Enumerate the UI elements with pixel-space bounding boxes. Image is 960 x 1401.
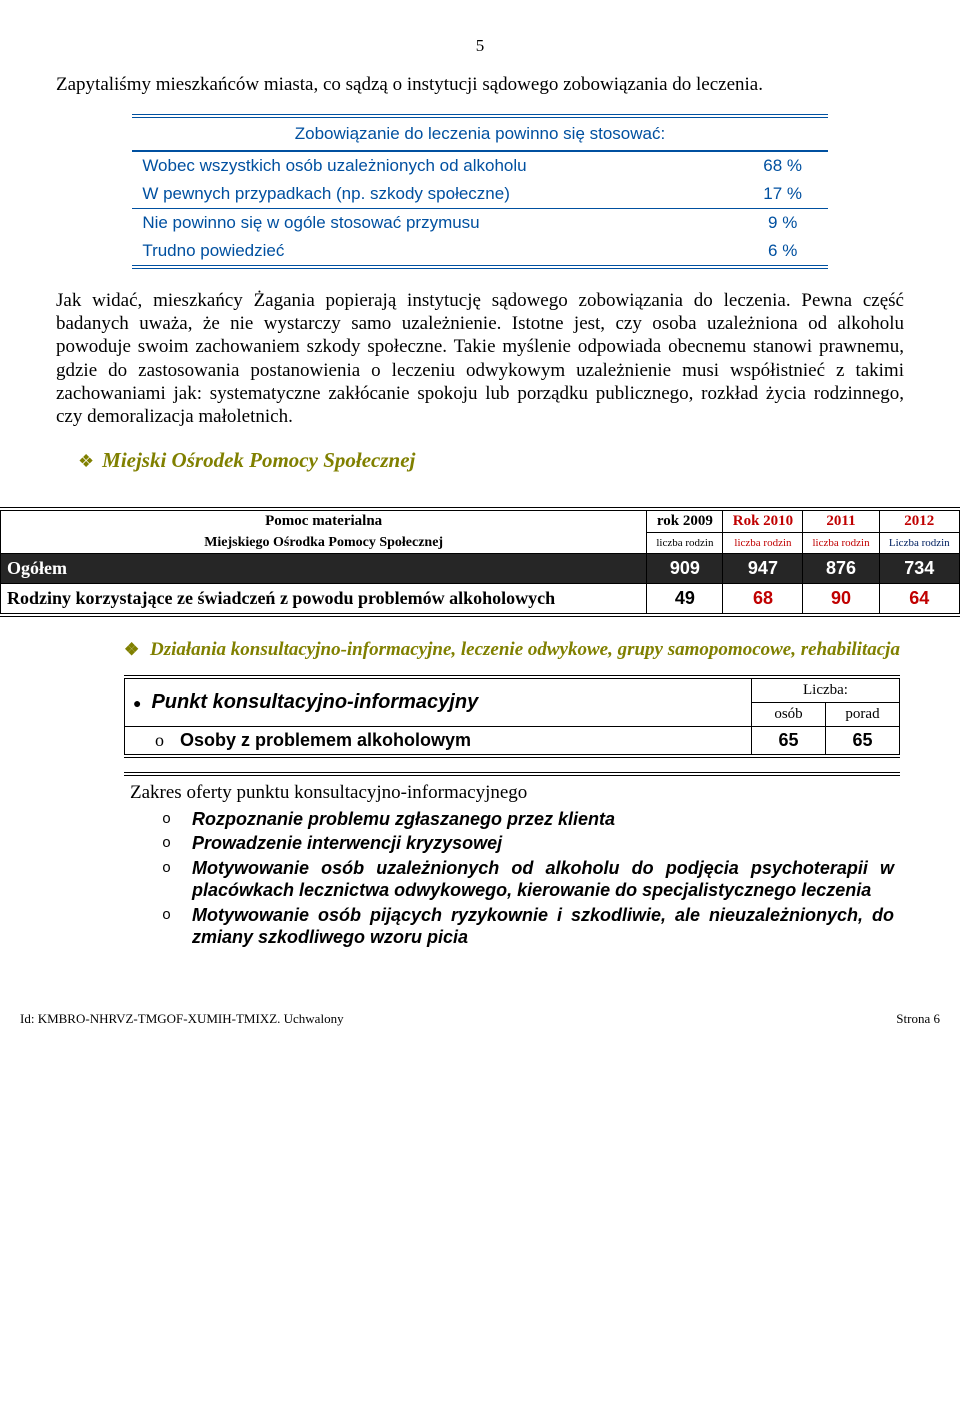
bullet-icon: ● (133, 695, 141, 711)
mops-sub: liczba rodzin (647, 533, 723, 554)
page-number: 5 (56, 36, 904, 56)
diamond-icon: ❖ (124, 640, 139, 659)
survey-row-label: W pewnych przypadkach (np. szkody społec… (132, 180, 737, 209)
mops-year: 2011 (803, 509, 879, 533)
consult-header: ● Punkt konsultacyjno-informacyjny (125, 677, 752, 727)
zakres-title: Zakres oferty punktu konsultacyjno-infor… (124, 782, 900, 804)
survey-row-value: 68 % (738, 151, 828, 180)
survey-row-label: Wobec wszystkich osób uzależnionych od a… (132, 151, 737, 180)
survey-title: Zobowiązanie do leczenia powinno się sto… (132, 116, 827, 151)
mops-sub: liczba rodzin (723, 533, 803, 554)
survey-table: Zobowiązanie do leczenia powinno się sto… (132, 114, 827, 269)
mops-cell: 947 (723, 553, 803, 583)
mops-cell: 90 (803, 583, 879, 615)
consult-header-text: Punkt konsultacyjno-informacyjny (151, 691, 478, 713)
mops-sub: Liczba rodzin (879, 533, 959, 554)
zakres-item: Motywowanie osób pijących ryzykownie i s… (162, 904, 894, 949)
section-heading-actions: ❖ Działania konsultacyjno-informacyjne, … (124, 639, 900, 661)
consult-liczba: Liczba: (752, 677, 900, 703)
mops-year: rok 2009 (647, 509, 723, 533)
mops-cell: 876 (803, 553, 879, 583)
zakres-item: Prowadzenie interwencji kryzysowej (162, 832, 894, 855)
zakres-list: Rozpoznanie problemu zgłaszanego przez k… (124, 808, 900, 949)
mops-header-left1: Pomoc materialna (1, 509, 647, 533)
mops-sub: liczba rodzin (803, 533, 879, 554)
body-paragraph: Jak widać, mieszkańcy Żagania popierają … (56, 289, 904, 428)
circle-icon: o (155, 730, 164, 750)
zakres-block: Zakres oferty punktu konsultacyjno-infor… (124, 772, 900, 949)
consult-table: ● Punkt konsultacyjno-informacyjny Liczba… (124, 675, 900, 758)
consult-cell: 65 (752, 726, 826, 756)
footer-right: Strona 6 (896, 1011, 940, 1027)
diamond-icon: ❖ (78, 451, 94, 472)
consult-sub: porad (826, 702, 900, 726)
mops-cell: 49 (647, 583, 723, 615)
mops-year: 2012 (879, 509, 959, 533)
mops-cell: 909 (647, 553, 723, 583)
consult-row-label: oOsoby z problemem alkoholowym (125, 726, 752, 756)
footer-left: Id: KMBRO-NHRVZ-TMGOF-XUMIH-TMIXZ. Uchwa… (20, 1011, 344, 1026)
consult-sub: osób (752, 702, 826, 726)
mops-cell: 64 (879, 583, 959, 615)
mops-row-label: Ogółem (1, 553, 647, 583)
zakres-item: Rozpoznanie problemu zgłaszanego przez k… (162, 808, 894, 831)
mops-cell: 734 (879, 553, 959, 583)
zakres-item: Motywowanie osób uzależnionych od alkoho… (162, 857, 894, 902)
page-footer: Id: KMBRO-NHRVZ-TMGOF-XUMIH-TMIXZ. Uchwa… (0, 971, 960, 1039)
survey-row-value: 9 % (738, 209, 828, 238)
section-heading-text: Miejski Ośrodek Pomocy Społecznej (102, 448, 415, 473)
mops-cell: 68 (723, 583, 803, 615)
survey-row-label: Nie powinno się w ogóle stosować przymus… (132, 209, 737, 238)
mops-year: Rok 2010 (723, 509, 803, 533)
section-heading-mops: ❖ Miejski Ośrodek Pomocy Społecznej (78, 448, 904, 473)
section-heading-text: Działania konsultacyjno-informacyjne, le… (150, 639, 900, 660)
consult-cell: 65 (826, 726, 900, 756)
survey-row-value: 6 % (738, 237, 828, 267)
mops-header-left2: Miejskiego Ośrodka Pomocy Społecznej (1, 533, 647, 554)
intro-paragraph: Zapytaliśmy mieszkańców miasta, co sądzą… (56, 74, 904, 96)
survey-row-label: Trudno powiedzieć (132, 237, 737, 267)
survey-row-value: 17 % (738, 180, 828, 209)
mops-table: Pomoc materialna rok 2009 Rok 2010 2011 … (0, 507, 960, 617)
mops-row-label: Rodziny korzystające ze świadczeń z powo… (1, 583, 647, 615)
